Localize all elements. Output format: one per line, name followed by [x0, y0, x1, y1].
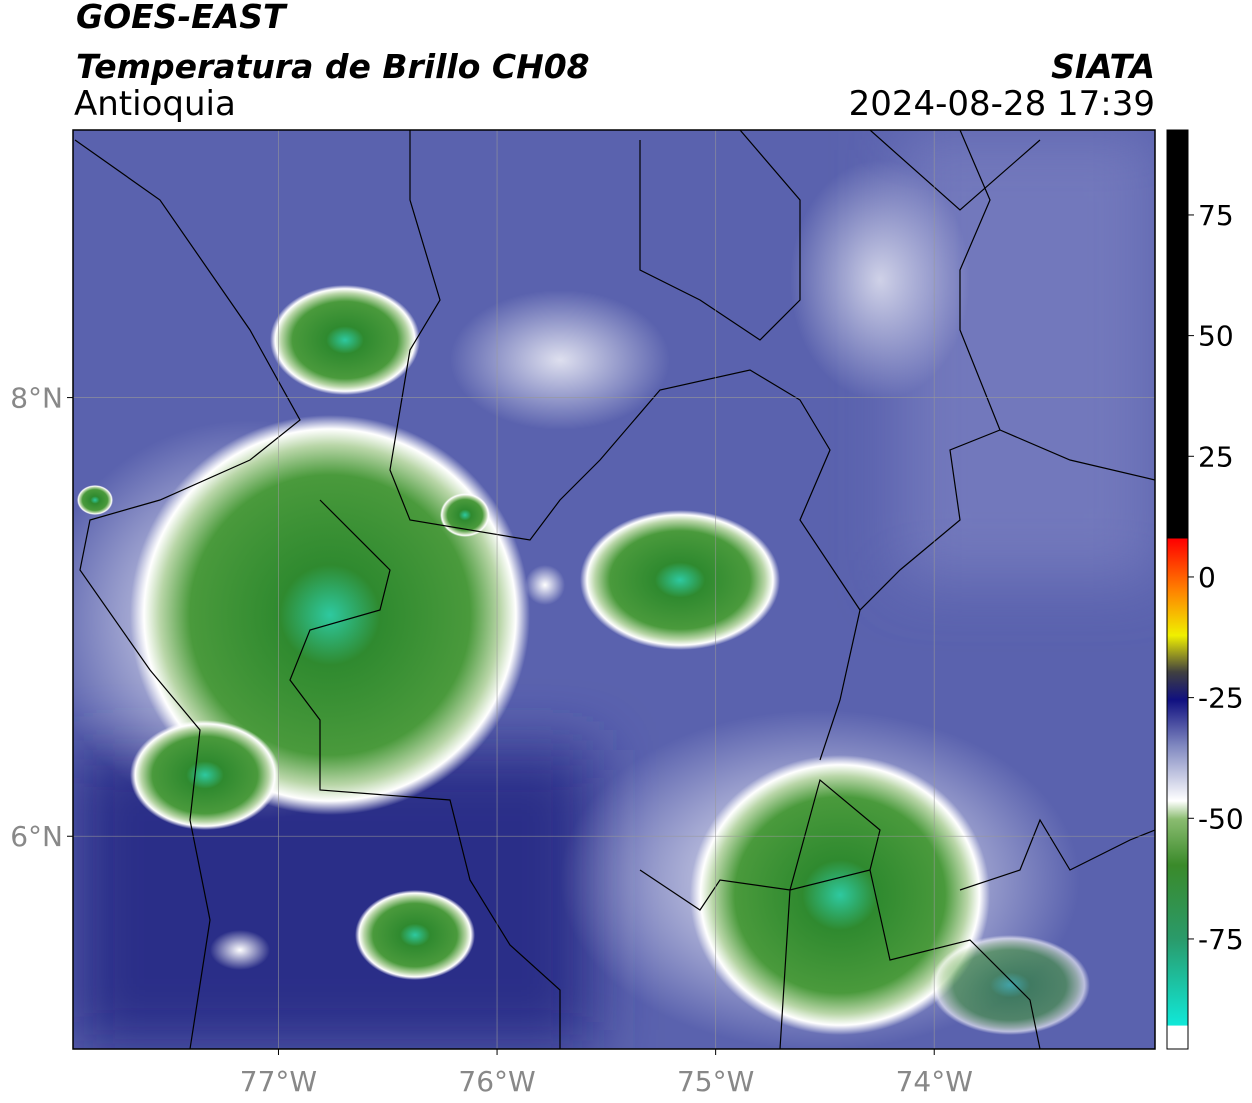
- x-tick-label: 75°W: [677, 1065, 754, 1098]
- colorbar: [1166, 129, 1189, 1050]
- colorbar-label: -50: [1198, 802, 1244, 835]
- datetime: 2024-08-28 17:39: [849, 84, 1155, 124]
- map: [73, 130, 1155, 1049]
- map-frame: [72, 129, 1156, 1050]
- region: Antioquia: [74, 84, 236, 124]
- colorbar-label: 25: [1198, 440, 1234, 473]
- y-tick-label: 6°N: [10, 820, 63, 853]
- x-tick-label: 76°W: [458, 1065, 535, 1098]
- colorbar-label: 50: [1198, 320, 1234, 353]
- colorbar-label: 75: [1198, 199, 1234, 232]
- title: GOES-EAST: [76, 0, 288, 36]
- y-tick-label: 8°N: [10, 382, 63, 415]
- source: SIATA: [1051, 47, 1155, 86]
- colorbar-label: 0: [1198, 561, 1216, 594]
- subtitle: Temperatura de Brillo CH08: [76, 47, 590, 86]
- colorbar-label: -75: [1198, 923, 1244, 956]
- colorbar-label: -25: [1198, 682, 1244, 715]
- x-tick-label: 77°W: [240, 1065, 317, 1098]
- x-tick-label: 74°W: [896, 1065, 973, 1098]
